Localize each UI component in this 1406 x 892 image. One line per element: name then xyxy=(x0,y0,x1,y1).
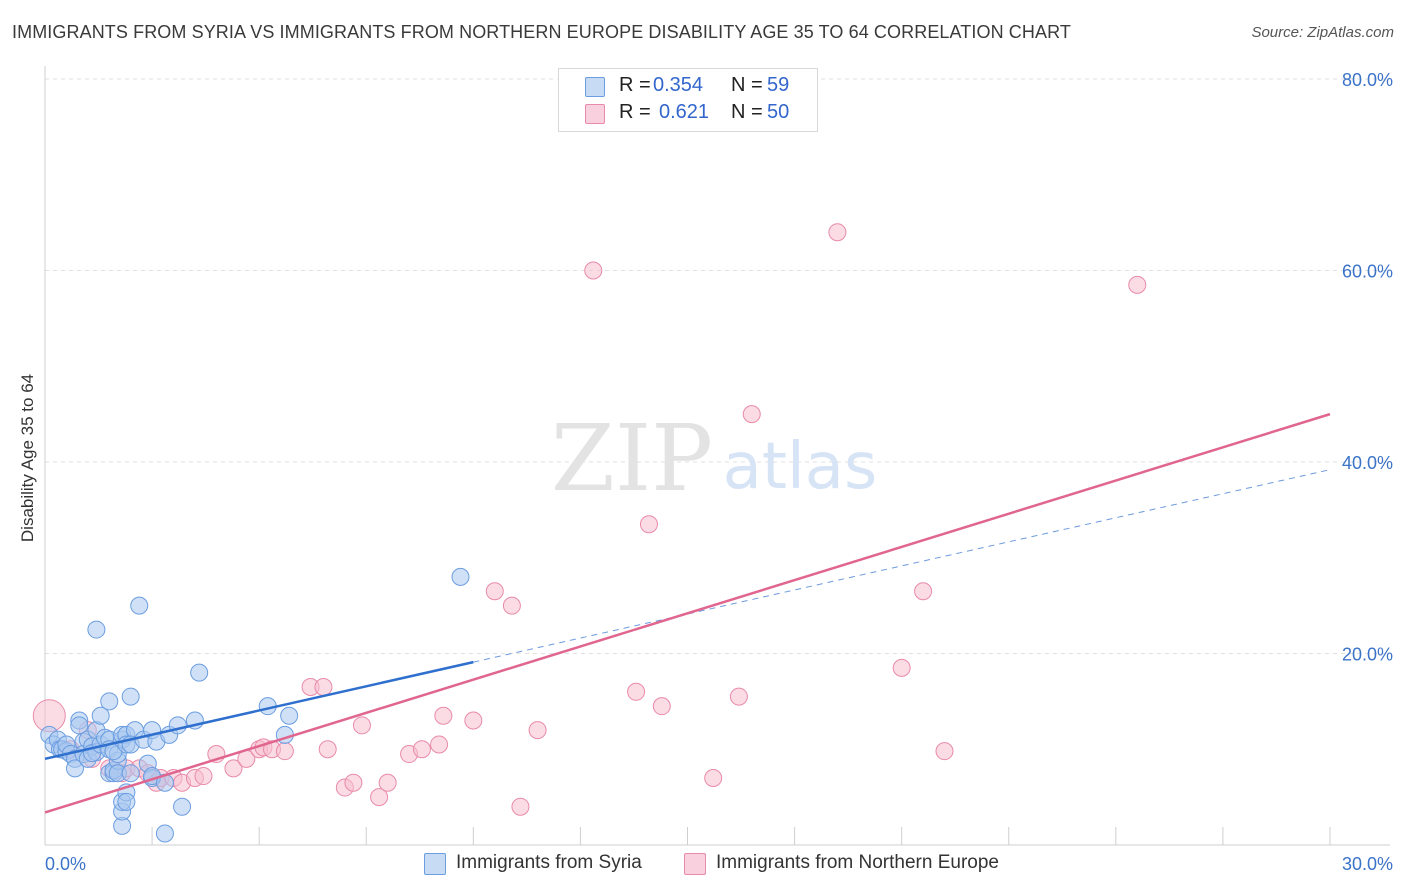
y-tick-label: 60.0% xyxy=(1342,262,1393,282)
europe-point xyxy=(528,721,547,740)
legend-n-label: N = xyxy=(731,74,763,96)
europe-point xyxy=(729,687,748,706)
legend-n-label: N = xyxy=(731,101,763,123)
europe-point xyxy=(1128,275,1147,294)
europe-point xyxy=(378,773,397,792)
europe-point xyxy=(275,742,294,761)
europe-point xyxy=(892,658,911,677)
europe-point xyxy=(742,405,761,424)
europe-point xyxy=(639,515,658,534)
europe-point xyxy=(344,773,363,792)
europe-point xyxy=(370,788,389,807)
source-credit: Source: ZipAtlas.com xyxy=(1251,24,1394,41)
syria-point xyxy=(117,792,136,811)
europe-point xyxy=(318,740,337,759)
syria-point xyxy=(91,706,110,725)
europe-point xyxy=(352,716,371,735)
legend-r-label: R = xyxy=(619,74,651,96)
y-tick-label: 40.0% xyxy=(1342,453,1393,473)
europe-point xyxy=(502,596,521,615)
series-syria xyxy=(40,567,470,843)
legend-r-label: R = xyxy=(619,101,651,123)
legend-r-value-syria: 0.354 xyxy=(653,74,704,96)
legend-n-value-syria: 59 xyxy=(767,74,790,96)
watermark: ZIP atlas xyxy=(551,405,877,512)
europe-point xyxy=(914,582,933,601)
europe-point xyxy=(314,678,333,697)
bottom-legend-label-europe: Immigrants from Northern Europe xyxy=(716,852,999,873)
syria-trend-line xyxy=(44,660,474,761)
bottom-legend-swatch-europe xyxy=(684,853,706,875)
syria-point xyxy=(121,687,140,706)
europe-point xyxy=(627,682,646,701)
watermark-atlas: atlas xyxy=(723,430,878,504)
syria-point xyxy=(65,759,84,778)
y-tick-label: 80.0% xyxy=(1342,70,1393,90)
syria-point xyxy=(100,692,119,711)
legend-n-value-europe: 50 xyxy=(767,101,790,123)
legend-r-value-europe: 0.621 xyxy=(659,101,710,123)
syria-point xyxy=(155,824,174,843)
europe-point xyxy=(194,767,213,786)
syria-point xyxy=(130,596,149,615)
syria-point xyxy=(87,620,106,639)
axes xyxy=(44,66,1390,846)
europe-point xyxy=(224,759,243,778)
europe-point xyxy=(434,706,453,725)
watermark-zip: ZIP xyxy=(551,405,713,512)
x-tick-label-max: 30.0% xyxy=(1342,854,1393,874)
legend-swatch-europe xyxy=(585,104,605,124)
tick-labels: 20.0% 40.0% 60.0% 80.0% 0.0% 30.0% xyxy=(45,70,1393,874)
europe-point xyxy=(704,768,723,787)
trend-lines xyxy=(44,412,1331,814)
europe-point xyxy=(828,223,847,242)
europe-point xyxy=(412,740,431,759)
bottom-legend-swatch-syria xyxy=(424,853,446,875)
europe-point xyxy=(464,711,483,730)
x-tick-label-min: 0.0% xyxy=(45,854,86,874)
syria-point xyxy=(451,567,470,586)
syria-point xyxy=(121,764,140,783)
europe-point xyxy=(430,735,449,754)
chart-title: IMMIGRANTS FROM SYRIA VS IMMIGRANTS FROM… xyxy=(12,22,1071,42)
syria-point xyxy=(190,663,209,682)
europe-point xyxy=(485,582,504,601)
syria-point xyxy=(280,706,299,725)
europe-point xyxy=(652,697,671,716)
stats-legend: R = 0.354 N = 59 R = 0.621 N = 50 xyxy=(558,68,818,132)
europe-point xyxy=(511,797,530,816)
bottom-legend-label-syria: Immigrants from Syria xyxy=(456,852,642,873)
europe-point xyxy=(935,742,954,761)
syria-point xyxy=(173,797,192,816)
syria-trend-extension xyxy=(473,469,1331,663)
europe-point xyxy=(584,261,603,280)
grid-lines xyxy=(45,78,1390,654)
europe-trend-line xyxy=(44,412,1331,814)
y-tick-label: 20.0% xyxy=(1342,645,1393,665)
legend-swatch-syria xyxy=(585,77,605,97)
